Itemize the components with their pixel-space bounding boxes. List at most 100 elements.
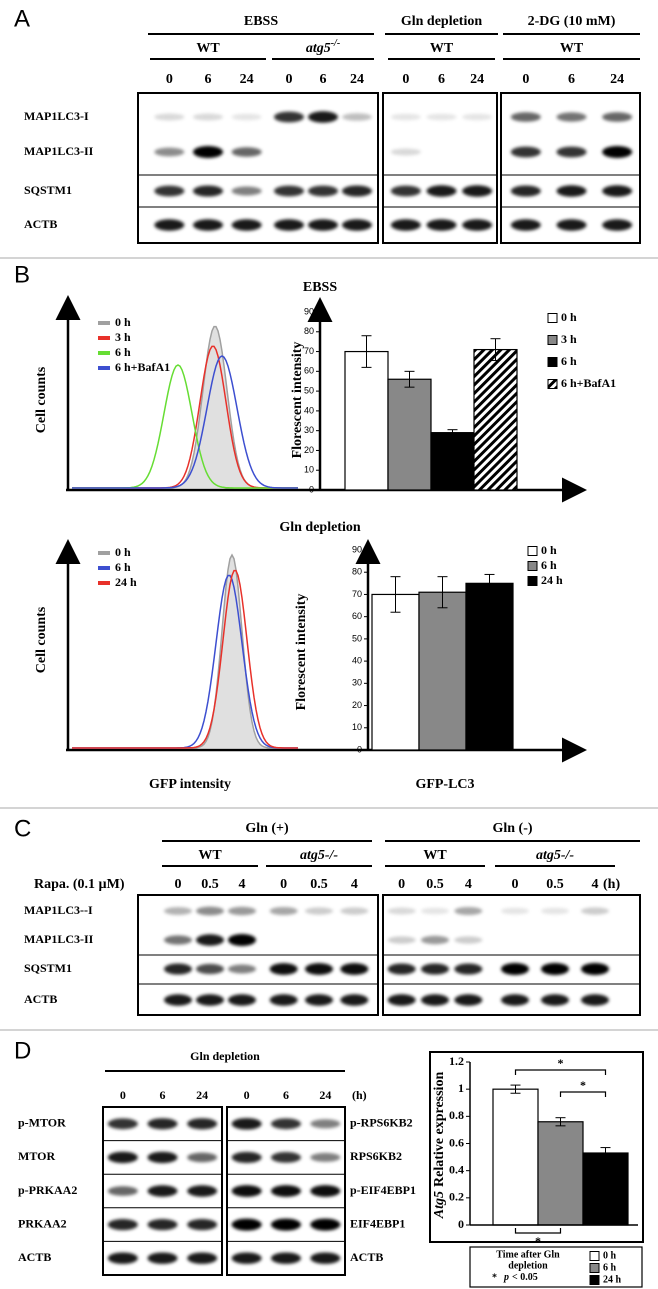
histogram-curve [72,325,298,489]
blot-band [421,963,449,975]
significance-bracket [514,1069,607,1075]
panel-label: A [14,5,30,32]
histogram-curve [72,364,298,489]
bar [344,350,389,491]
blot-band [541,907,569,915]
chart-frame [429,1051,644,1243]
legend-label: 0 h [561,310,577,324]
panel-label: C [14,815,31,842]
blot-band [390,148,421,156]
legend-label: 6 h+BafA1 [561,376,616,390]
blot-band [454,963,483,975]
blot-band [228,906,256,916]
blot-band [501,907,529,915]
lane-label: 24 [196,1088,208,1102]
blot-band [387,907,416,915]
blot-band [196,906,224,916]
y-axis-label: Cell counts [34,606,49,673]
blot-band [228,964,256,974]
lane-label: 0 [175,877,182,892]
unit-label: (h) [352,1088,367,1102]
blot-band [231,1151,262,1163]
blot-band [271,1218,301,1231]
legend-label: 24 h [541,573,563,587]
note-symbol: * [492,1272,497,1283]
blot-band [147,1151,178,1164]
section-title: EBSS [303,280,337,295]
y-tick-label: 1.2 [449,1054,464,1068]
blot-band [147,1252,178,1264]
legend-swatch [547,313,558,323]
significance-bracket [514,1228,562,1234]
blot-band [187,1252,218,1264]
row-label: MAP1LC3-I [24,109,89,123]
blot-band [340,994,369,1006]
blot-band [305,907,333,915]
blot-band [154,185,185,197]
blot-band [510,185,541,197]
legend-label: 0 h [541,543,557,557]
blot-band [510,219,541,231]
y-axis-label: Cell counts [34,366,49,433]
x-axis-label: GFP-LC3 [415,777,474,792]
y-tick-label: 60 [304,366,314,376]
y-tick-label: 0.6 [449,1135,464,1149]
lane-label: 0 [398,877,405,892]
lane-label: 24 [240,72,254,87]
blot-band [231,147,262,157]
blot-band [390,219,421,231]
significance-mark: * [535,1234,541,1248]
significance-mark: * [558,1056,564,1070]
histogram-curve [72,569,298,749]
y-tick-label: 0.2 [449,1190,464,1204]
blot-band [187,1118,218,1130]
blot-band [602,219,633,231]
legend-box [469,1246,643,1288]
blot-band [310,1185,341,1197]
subgroup-title: atg5-/- [300,848,338,863]
blot-band [426,219,457,231]
row-label: ACTB [350,1250,383,1264]
legend-title: depletion [508,1260,548,1271]
group-title: Gln depletion [401,14,483,29]
blot-band [308,185,338,197]
histogram-curve [72,355,298,489]
blot-band [193,185,223,197]
row-label: p-MTOR [18,1116,66,1130]
legend-label: 6 h [115,560,131,574]
blot-band [310,1119,341,1129]
blot-band [305,963,333,975]
note-var: p [503,1272,509,1283]
blot-band [274,185,304,197]
row-label: SQSTM1 [24,183,72,197]
legend-swatch [527,561,538,571]
row-label: MAP1LC3--I [24,903,93,917]
blot-band [454,936,483,944]
y-axis-text: Florescent intensity [294,594,309,711]
blot-band [310,1218,341,1231]
lane-label: 24 [470,72,484,87]
blot-band [271,1118,301,1130]
blot-band [193,113,223,121]
blot-box [137,92,379,244]
blot-band [271,1185,301,1197]
blot-band [602,146,633,158]
blot-band [387,994,416,1006]
lane-label: 0 [166,72,173,87]
blot-band [541,963,569,975]
blot-band [342,113,372,121]
blot-band [387,963,416,975]
lane-label: 6 [320,72,327,87]
panel-label: D [14,1037,31,1064]
bar [387,378,432,491]
subgroup-title: atg5-/- [306,38,340,56]
lane-label: 6 [438,72,445,87]
blot-band [193,219,223,231]
legend-label: 3 h [115,330,131,344]
row-label: MAP1LC3-II [24,144,94,158]
blot-band [164,994,192,1006]
legend-label: 0 h [115,545,131,559]
blot-band [154,147,185,157]
bar [537,1121,584,1226]
